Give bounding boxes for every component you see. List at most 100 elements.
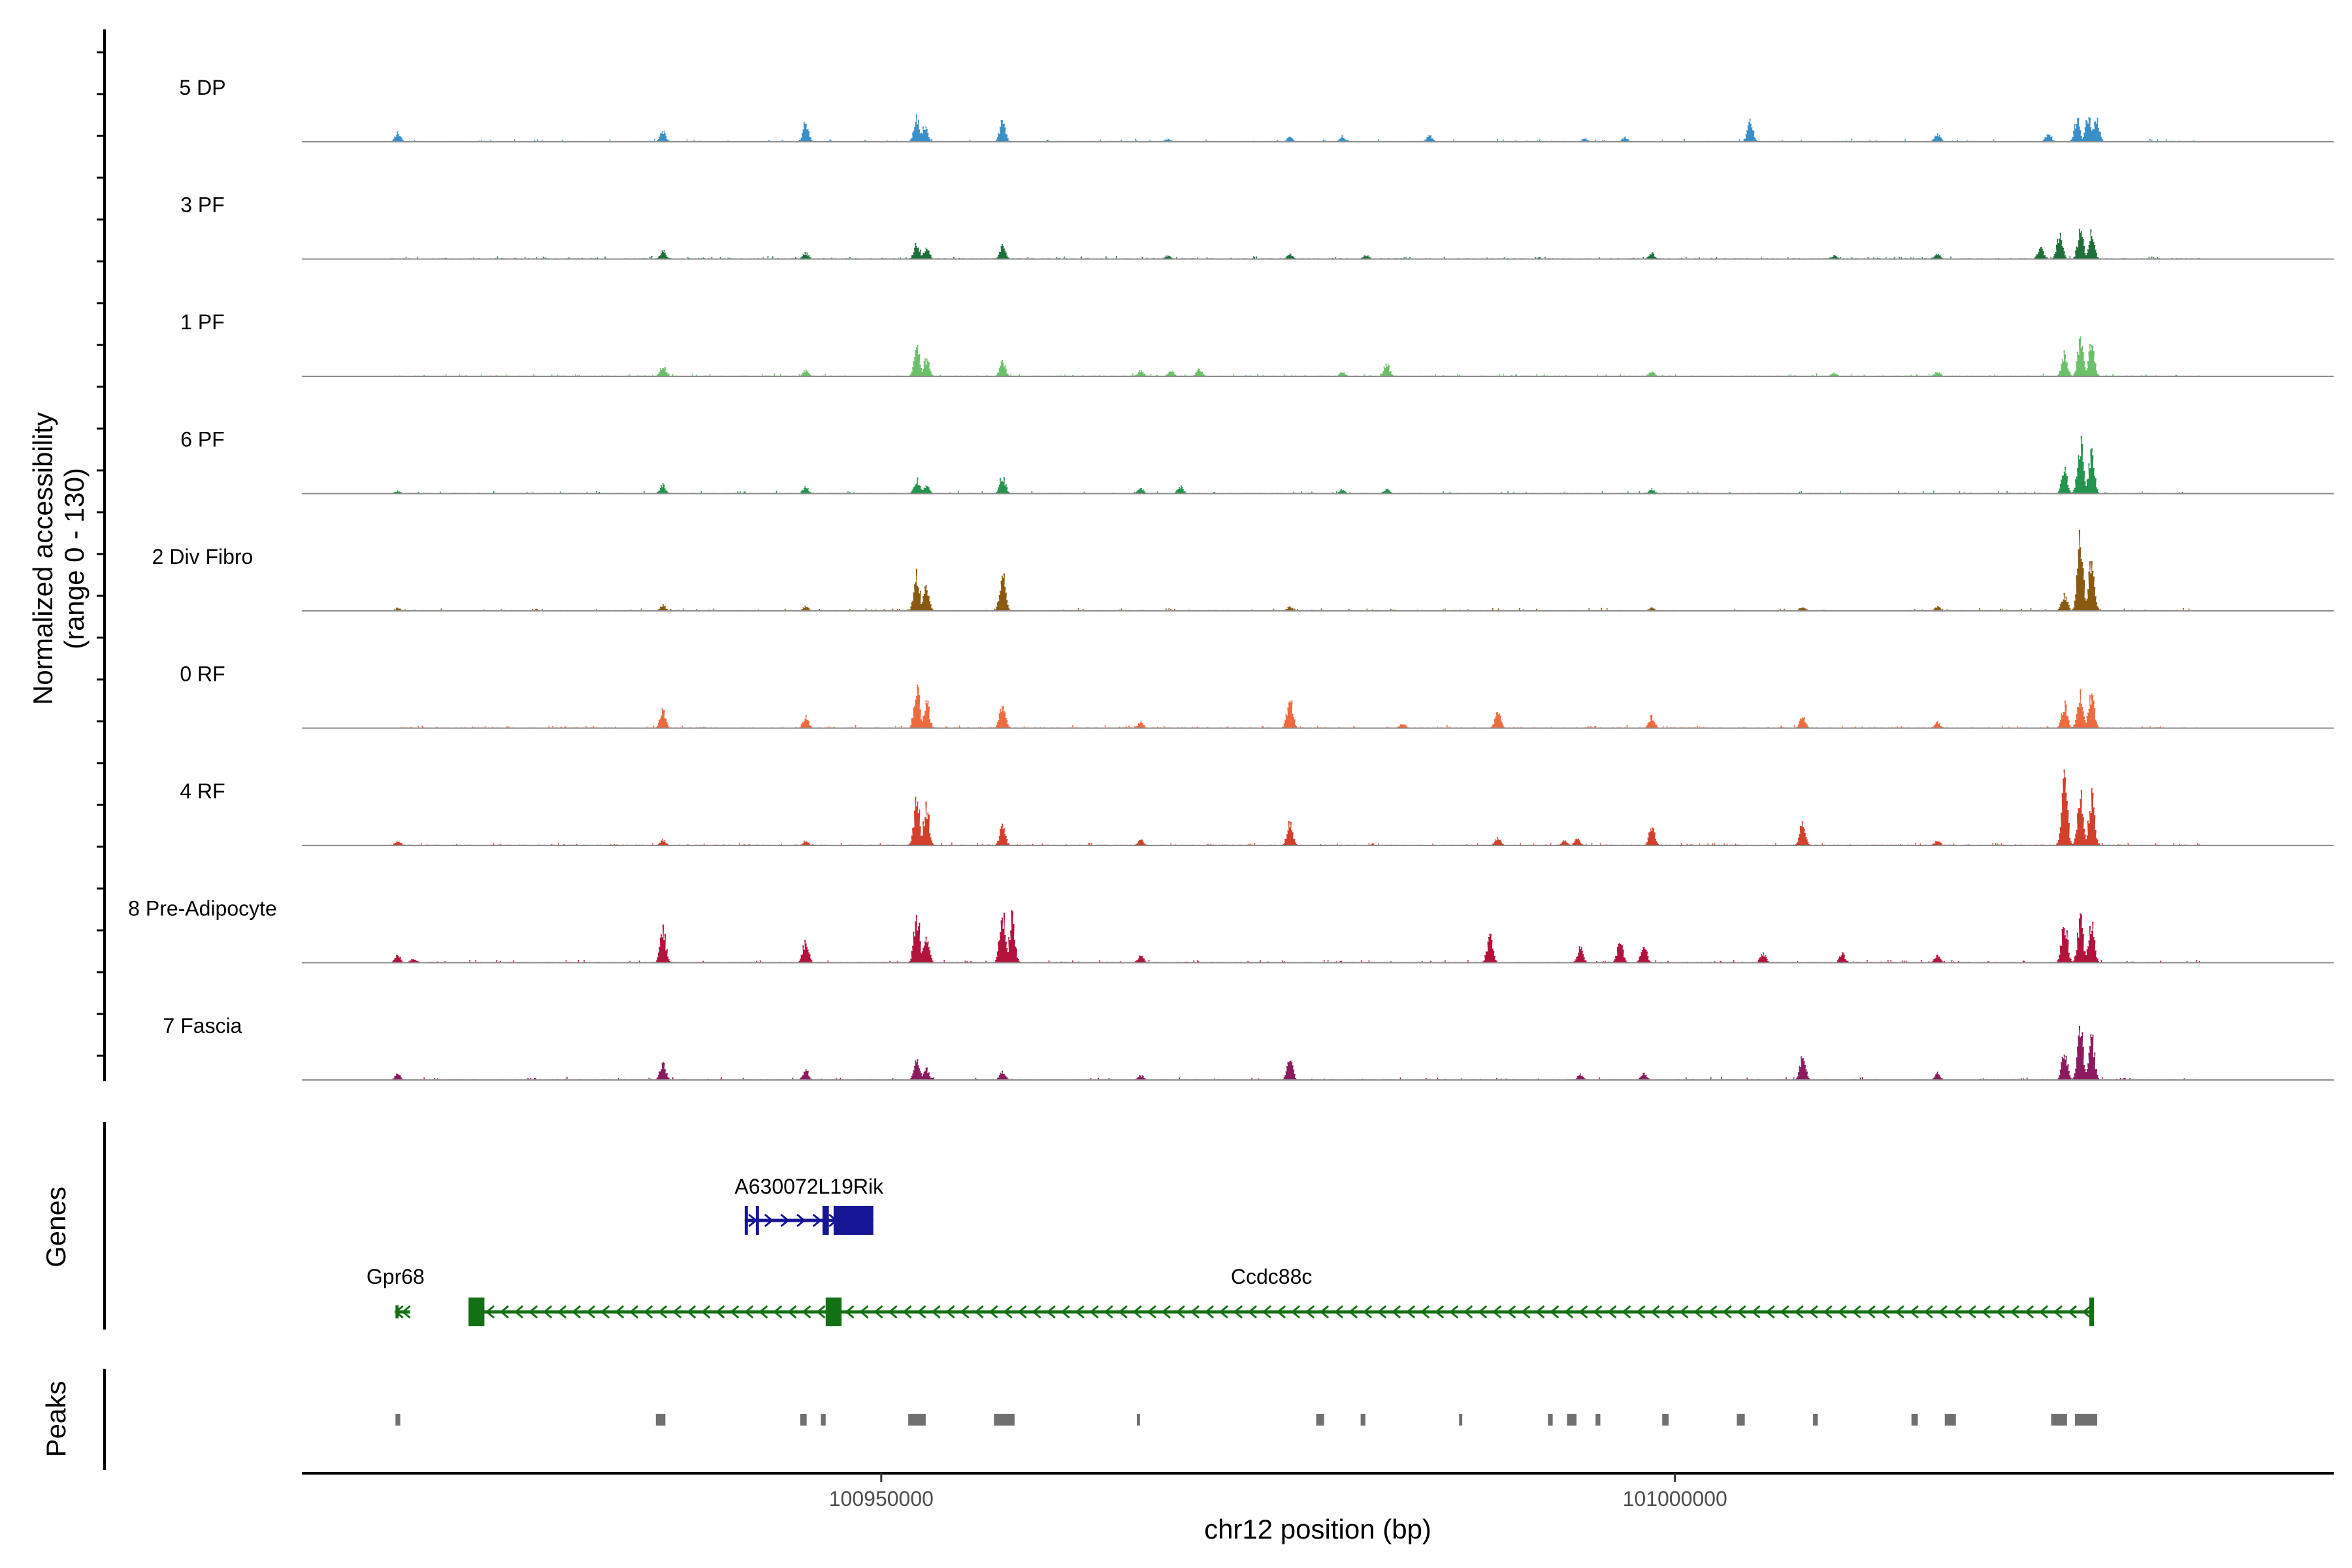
strand-chevron: [1952, 1305, 1962, 1319]
strand-chevron: [1362, 1305, 1373, 1319]
strand-chevron: [1075, 1305, 1085, 1319]
track-label: 4 RF: [180, 779, 225, 803]
gene-exon: [468, 1298, 485, 1326]
coverage-signal: [389, 769, 2200, 845]
peaks-panel: [395, 1414, 2097, 1426]
strand-chevron: [1808, 1305, 1818, 1319]
strand-chevron: [773, 1305, 783, 1319]
strand-chevron: [1780, 1305, 1789, 1319]
track-label: 1 PF: [180, 310, 225, 334]
coverage-signal: [389, 229, 2200, 259]
strand-chevron: [859, 1305, 869, 1319]
strand-chevron: [1305, 1305, 1315, 1319]
strand-chevron: [988, 1305, 998, 1319]
coverage-track: 2 Div Fibro: [152, 529, 2334, 612]
peak-region: [655, 1414, 666, 1426]
strand-chevron: [1995, 1305, 2005, 1319]
strand-chevron: [917, 1305, 926, 1319]
strand-chevron: [802, 1305, 811, 1319]
strand-chevron: [1175, 1305, 1185, 1319]
strand-chevron: [1737, 1305, 1746, 1319]
track-label: 8 Pre-Adipocyte: [128, 897, 277, 921]
coverage-track: 6 PF: [180, 428, 2334, 495]
strand-chevron: [1923, 1305, 1933, 1319]
strand-chevron: [1060, 1305, 1070, 1319]
coverage-track: 4 RF: [180, 769, 2334, 846]
strand-chevron: [1405, 1305, 1416, 1319]
strand-chevron: [1103, 1305, 1113, 1319]
strand-chevron: [1420, 1305, 1430, 1319]
y-axis-title-line2: (range 0 - 130): [59, 468, 90, 649]
strand-chevron: [499, 1305, 510, 1319]
peaks-panel-title: Peaks: [41, 1381, 71, 1458]
strand-chevron: [687, 1305, 696, 1319]
strand-chevron: [1161, 1305, 1171, 1319]
strand-chevron: [1190, 1305, 1200, 1319]
strand-chevron: [845, 1305, 855, 1319]
strand-chevron: [1880, 1305, 1890, 1319]
strand-chevron: [571, 1305, 581, 1319]
gene-exon: [2089, 1298, 2095, 1326]
strand-chevron: [945, 1305, 955, 1319]
strand-chevron: [759, 1305, 768, 1319]
strand-chevron: [657, 1305, 668, 1319]
strand-chevron: [1089, 1305, 1099, 1319]
strand-chevron: [1794, 1305, 1804, 1319]
strand-chevron: [2010, 1305, 2019, 1319]
strand-chevron: [1823, 1305, 1833, 1319]
strand-chevron: [764, 1213, 774, 1228]
strand-chevron: [1564, 1305, 1574, 1319]
gene-model: A630072L19Rik: [734, 1175, 884, 1235]
strand-chevron: [1247, 1305, 1258, 1319]
strand-chevron: [1636, 1305, 1646, 1319]
coverage-track: 7 Fascia: [163, 1014, 2334, 1081]
strand-chevron: [1765, 1305, 1775, 1319]
track-label: 5 DP: [179, 76, 225, 99]
y-axis-title-line1: Normalized accessibility: [27, 412, 58, 705]
strand-chevron: [715, 1305, 725, 1319]
strand-chevron: [1032, 1305, 1041, 1319]
strand-chevron: [874, 1305, 883, 1319]
coverage-track: 0 RF: [180, 662, 2334, 729]
gene-exon: [395, 1305, 399, 1318]
strand-chevron: [744, 1305, 754, 1319]
x-tick-label: 101000000: [1623, 1487, 1727, 1511]
strand-chevron: [2024, 1305, 2034, 1319]
gene-exon: [833, 1206, 874, 1235]
strand-chevron: [1348, 1305, 1358, 1319]
strand-chevron: [1017, 1305, 1027, 1319]
track-label: 7 Fascia: [163, 1014, 242, 1037]
strand-chevron: [585, 1305, 596, 1319]
peak-region: [2051, 1414, 2067, 1426]
coverage-signal: [389, 529, 2200, 611]
strand-chevron: [1909, 1305, 1919, 1319]
strand-chevron: [485, 1305, 495, 1319]
strand-chevron: [514, 1305, 524, 1319]
strand-chevron: [1046, 1305, 1056, 1319]
strand-chevron: [1593, 1305, 1603, 1319]
strand-chevron: [2038, 1305, 2049, 1319]
gene-model: Ccdc88c: [468, 1265, 2095, 1326]
strand-chevron: [2053, 1305, 2063, 1319]
strand-chevron: [1967, 1305, 1976, 1319]
coverage-signal: [389, 435, 2200, 494]
strand-chevron: [1837, 1305, 1847, 1319]
strand-chevron: [1650, 1305, 1660, 1319]
strand-chevron: [1477, 1305, 1488, 1319]
strand-chevron: [1578, 1305, 1588, 1319]
strand-chevron: [600, 1305, 610, 1319]
genes-panel: A630072L19Rik Gpr68 Ccdc88c: [367, 1175, 2095, 1326]
strand-chevron: [401, 1305, 411, 1319]
x-axis-ticks: 100950000 101000000: [829, 1473, 1727, 1511]
strand-chevron: [780, 1213, 790, 1228]
peak-region: [395, 1414, 400, 1426]
peak-region: [1567, 1414, 1577, 1426]
strand-chevron: [960, 1305, 970, 1319]
coverage-track: 3 PF: [180, 193, 2334, 260]
gene-label: Gpr68: [367, 1265, 425, 1288]
coverage-signal: [389, 910, 2200, 963]
strand-chevron: [1276, 1305, 1286, 1319]
strand-chevron: [1708, 1305, 1718, 1319]
gene-exon: [744, 1206, 748, 1235]
